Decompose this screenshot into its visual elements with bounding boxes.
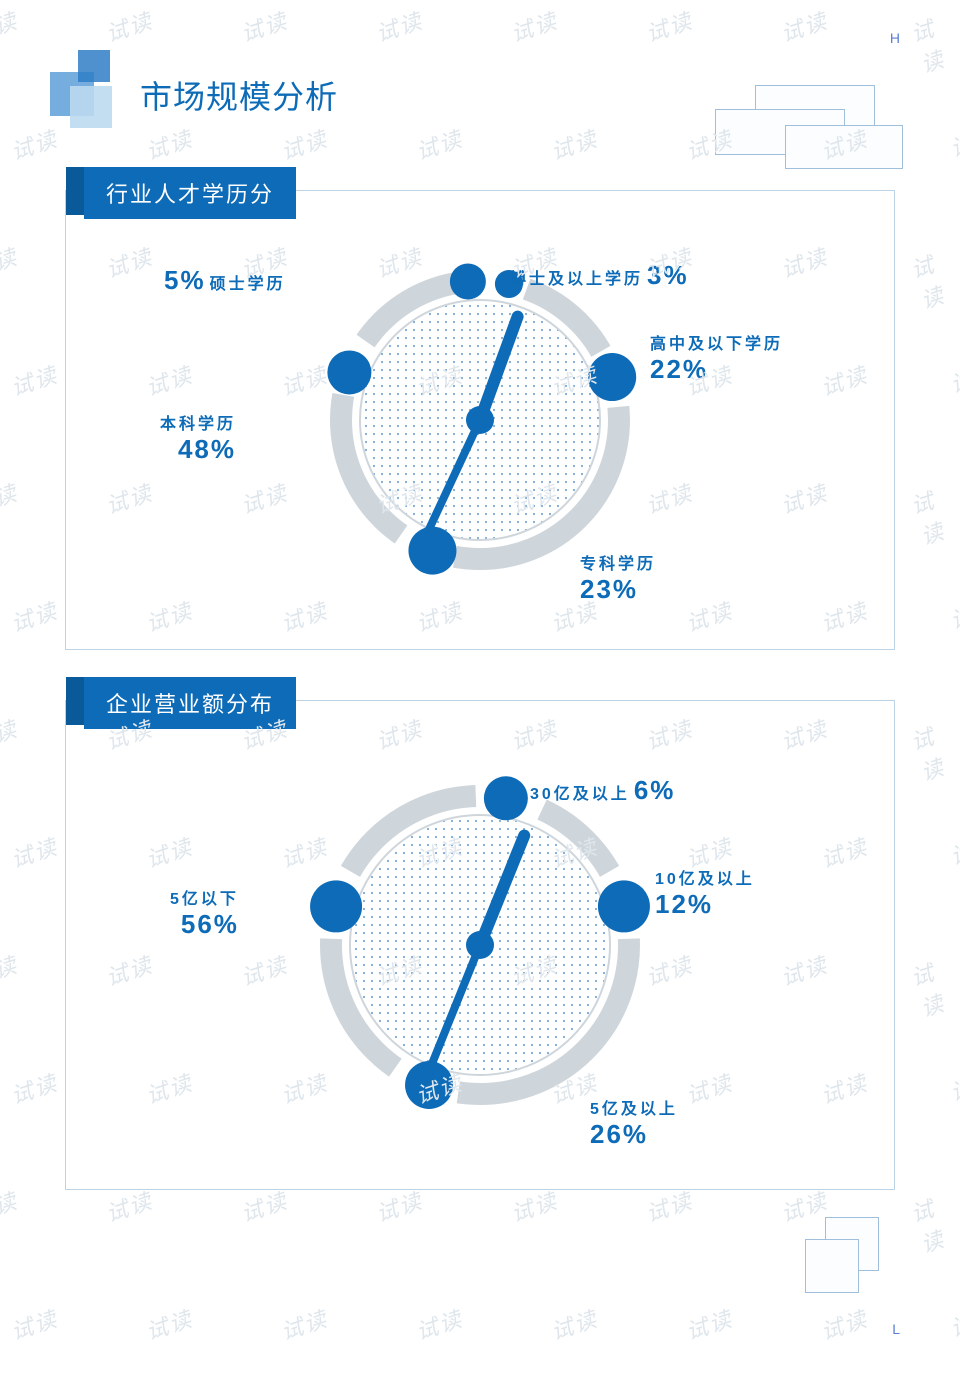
chart-label: 博士及以上学历3%	[510, 260, 693, 291]
header-icon	[50, 50, 130, 130]
panel-title: 企业营业额分布	[84, 677, 296, 729]
chart-label-value: 56%	[170, 909, 239, 940]
page-header: 市场规模分析	[50, 50, 338, 130]
chart-label-name: 5亿以下	[170, 885, 239, 909]
chart-label: 10亿及以上12%	[655, 865, 755, 920]
panel-education: 行业人才学历分 5%硕士学历博士及以上学历3%高中及以下学历22%专科学历23%…	[65, 190, 895, 650]
chart-label-name: 硕士学历	[210, 276, 286, 293]
chart-label: 5亿以下56%	[170, 885, 239, 940]
chart-label: 30亿及以上6%	[530, 775, 679, 806]
chart-label: 5%硕士学历	[160, 265, 286, 296]
chart-label: 5亿及以上26%	[590, 1095, 678, 1150]
chart-label-name: 本科学历	[160, 410, 236, 434]
chart-label-name: 30亿及以上	[530, 786, 630, 803]
chart-label-name: 10亿及以上	[655, 865, 755, 889]
chart-label-value: 3%	[647, 260, 689, 290]
page-title: 市场规模分析	[140, 72, 338, 118]
chart-revenue: 30亿及以上6%10亿及以上12%5亿及以上26%5亿以下56%	[290, 755, 670, 1135]
chart-label-name: 5亿及以上	[590, 1095, 678, 1119]
corner-letter-top: H	[890, 30, 900, 46]
chart-label: 高中及以下学历22%	[650, 330, 783, 385]
chart-label: 专科学历23%	[580, 550, 656, 605]
panel-revenue: 企业营业额分布 30亿及以上6%10亿及以上12%5亿及以上26%5亿以下56%	[65, 700, 895, 1190]
chart-label-value: 22%	[650, 354, 783, 385]
panel-title-accent	[66, 167, 84, 215]
deco-rects-top	[715, 85, 905, 175]
chart-label-value: 26%	[590, 1119, 678, 1150]
chart-label-value: 5%	[164, 265, 206, 295]
corner-letter-bottom: L	[892, 1321, 900, 1337]
chart-label-name: 博士及以上学历	[510, 271, 643, 288]
deco-rects-bottom	[805, 1217, 905, 1307]
chart-label-value: 6%	[634, 775, 676, 805]
chart-label-value: 23%	[580, 574, 656, 605]
panel-title: 行业人才学历分	[84, 167, 296, 219]
chart-education: 5%硕士学历博士及以上学历3%高中及以下学历22%专科学历23%本科学历48%	[300, 240, 660, 600]
chart-label: 本科学历48%	[160, 410, 236, 465]
chart-label-name: 专科学历	[580, 550, 656, 574]
panel-title-accent	[66, 677, 84, 725]
chart-label-value: 48%	[160, 434, 236, 465]
chart-label-name: 高中及以下学历	[650, 330, 783, 354]
chart-label-value: 12%	[655, 889, 755, 920]
